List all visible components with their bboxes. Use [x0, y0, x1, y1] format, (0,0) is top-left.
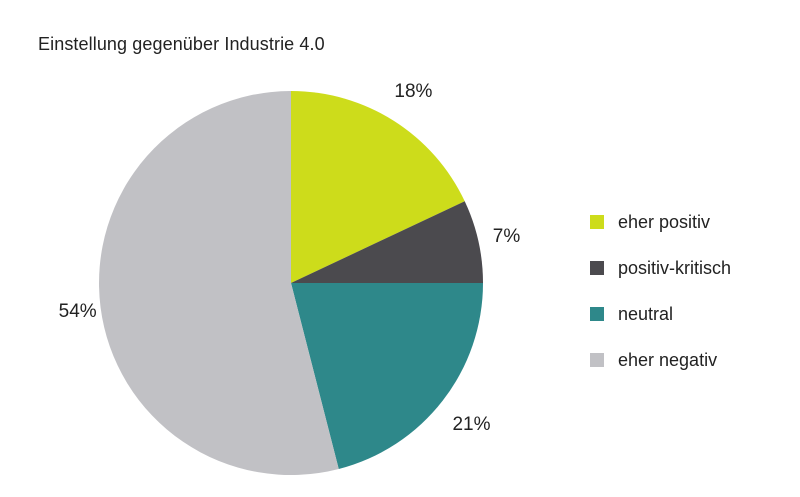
slice-label-positiv-kritisch: 7%: [493, 226, 521, 247]
pie-slice-eher-positiv: [291, 91, 465, 283]
legend-swatch-positiv-kritisch: [590, 261, 604, 275]
slice-label-neutral: 21%: [452, 414, 490, 435]
legend-label-eher-negativ: eher negativ: [618, 349, 718, 370]
slice-label-eher-positiv: 18%: [394, 81, 432, 102]
legend-label-eher-positiv: eher positiv: [618, 211, 711, 232]
chart-title: Einstellung gegenüber Industrie 4.0: [38, 34, 325, 54]
legend-item-neutral: neutral: [590, 300, 731, 328]
legend-swatch-eher-positiv: [590, 215, 604, 229]
legend-item-positiv-kritisch: positiv-kritisch: [590, 254, 731, 282]
legend-label-positiv-kritisch: positiv-kritisch: [618, 257, 732, 278]
pie-labels: 18% 7% 21% 54%: [59, 81, 521, 435]
slice-label-eher-negativ: 54%: [59, 301, 97, 322]
legend-item-eher-negativ: eher negativ: [590, 346, 731, 374]
legend-label-neutral: neutral: [618, 303, 674, 324]
legend-swatch-neutral: [590, 307, 604, 321]
legend: eher positiv positiv-kritisch neutral eh…: [590, 208, 731, 392]
pie-slices: [99, 91, 483, 475]
legend-swatch-eher-negativ: [590, 353, 604, 367]
pie-slice-neutral: [291, 283, 483, 469]
legend-item-eher-positiv: eher positiv: [590, 208, 731, 236]
pie-slice-positiv-kritisch: [291, 201, 483, 283]
pie-slice-eher-negativ: [99, 91, 339, 475]
